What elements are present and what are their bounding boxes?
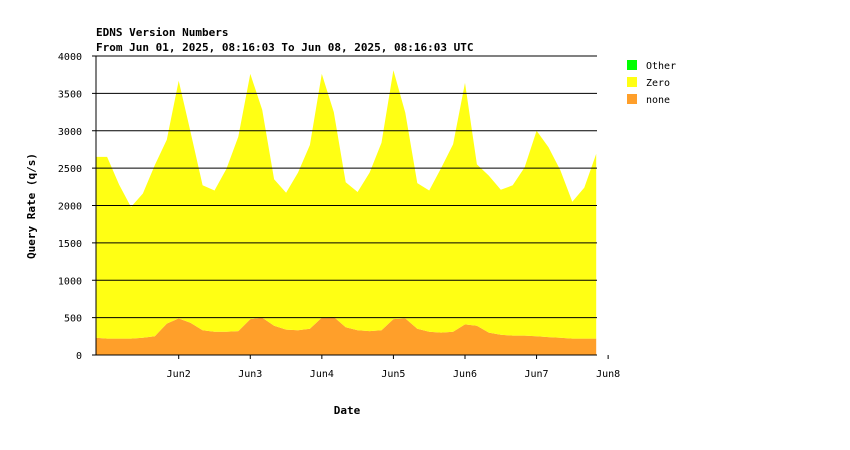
y-tick-label: 1500 (58, 239, 82, 250)
y-tick-label: 4000 (58, 52, 82, 63)
series-area-zero (96, 70, 597, 339)
gridlines (96, 55, 597, 319)
legend-swatch-other (627, 60, 637, 70)
legend-swatch-zero (627, 77, 637, 87)
x-tick-label: Jun4 (310, 369, 334, 380)
x-tick-label: Jun7 (525, 369, 549, 380)
x-tick-label: Jun8 (596, 369, 620, 380)
chart-subtitle: From Jun 01, 2025, 08:16:03 To Jun 08, 2… (96, 41, 474, 54)
legend-swatch-none (627, 94, 637, 104)
y-tick-label: 3000 (58, 127, 82, 138)
legend: Other Zero none (627, 60, 676, 106)
legend-label-other: Other (646, 61, 676, 72)
y-tick-label: 2000 (58, 202, 82, 213)
x-tick-label: Jun2 (167, 369, 191, 380)
legend-label-zero: Zero (646, 78, 670, 89)
legend-label-none: none (646, 95, 670, 106)
y-tick-label: 1000 (58, 276, 82, 287)
y-tick-label: 2500 (58, 164, 82, 175)
y-axis-title: Query Rate (q/s) (25, 153, 38, 259)
y-axis-ticks: 0 500 1000 1500 2000 2500 3000 3500 4000 (58, 52, 96, 362)
stacked-areas (96, 70, 597, 355)
series-area-none (96, 316, 597, 355)
y-tick-label: 0 (76, 351, 82, 362)
y-tick-label: 500 (64, 314, 82, 325)
x-tick-label: Jun5 (381, 369, 405, 380)
chart-title: EDNS Version Numbers (96, 26, 228, 39)
x-tick-label: Jun3 (238, 369, 262, 380)
x-tick-label: Jun6 (453, 369, 477, 380)
x-axis-ticks: Jun2 Jun3 Jun4 Jun5 Jun6 Jun7 Jun8 (167, 355, 620, 380)
x-axis-title: Date (334, 404, 361, 417)
y-tick-label: 3500 (58, 89, 82, 100)
plot-area (95, 55, 597, 356)
